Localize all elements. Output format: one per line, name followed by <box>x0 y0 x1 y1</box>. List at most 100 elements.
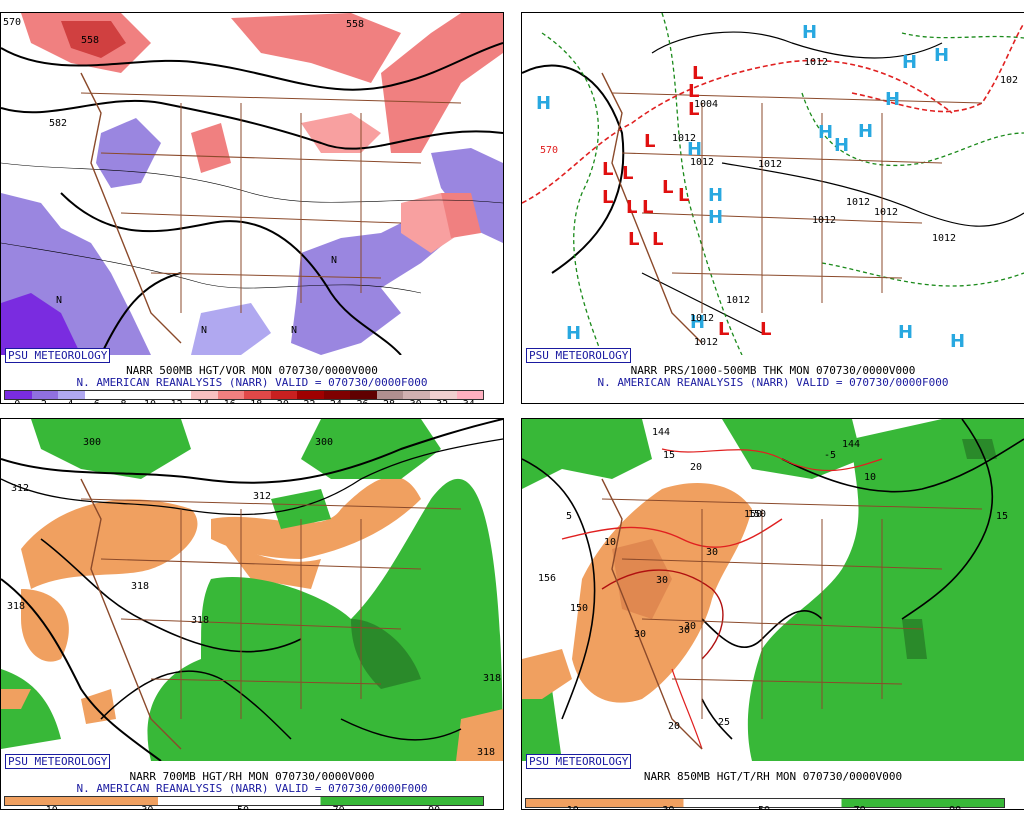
contour-label: 300 <box>83 437 101 448</box>
legend-tick-label: 20 <box>277 399 289 403</box>
panel-surface-pressure: H H H H H H H H H H H H H H H L L L L L … <box>521 12 1024 404</box>
psu-logo: PSU METEOROLOGY <box>526 754 632 769</box>
panel-500mb-vorticity: 570 558 582 558 N N N N PSU METEOROLOGY … <box>0 12 504 404</box>
isobar-label: 1012 <box>726 295 750 306</box>
temp-label: 5 <box>566 511 572 522</box>
legend-tick-label: 50 <box>237 805 249 809</box>
isobar-label: 102 <box>1000 75 1018 86</box>
legend-tick-label: 24 <box>330 399 342 403</box>
contour-label: 15 <box>663 450 675 461</box>
thickness-label: 570 <box>540 145 558 156</box>
contour-label: 150 <box>748 509 766 520</box>
high-pressure-symbol: H <box>708 207 723 228</box>
legend-tick-label: 30 <box>141 805 153 809</box>
isobar-label: 1012 <box>690 157 714 168</box>
low-pressure-symbol: L <box>718 319 729 340</box>
high-pressure-symbol: H <box>834 135 849 156</box>
contour-label: 318 <box>477 747 495 758</box>
contour-label: 318 <box>191 615 209 626</box>
legend-swatch <box>297 391 324 399</box>
low-pressure-symbol: L <box>688 99 699 120</box>
rh-700mb-map: 300 300 312 312 318 318 318 318 318 <box>1 419 503 761</box>
legend-tick-label: 28 <box>383 399 395 403</box>
legend-tick-label: 14 <box>197 399 209 403</box>
high-pressure-symbol: H <box>687 139 702 160</box>
legend-swatch <box>217 391 245 399</box>
color-legend-ticks: 10 30 50 70 90 <box>525 805 1003 809</box>
contour-label: 318 <box>7 601 25 612</box>
high-pressure-symbol: H <box>566 323 581 344</box>
vorticity-map: 570 558 582 558 N N N N <box>1 13 503 355</box>
legend-tick-label: 32 <box>436 399 448 403</box>
legend-tick-label: 16 <box>224 399 236 403</box>
legend-swatch <box>58 391 85 399</box>
isobar-label: 1012 <box>694 337 718 348</box>
low-pressure-symbol: L <box>626 197 637 218</box>
vort-label: N <box>291 325 297 336</box>
legend-tick-label: 90 <box>428 805 440 809</box>
low-pressure-symbol: L <box>628 229 639 250</box>
legend-swatch <box>456 391 484 399</box>
panel-850mb-temp-rh: 144 144 15 20 -5 10 5 15 10 150 30 30 30… <box>521 418 1024 810</box>
high-pressure-symbol: H <box>708 185 723 206</box>
legend-tick-label: 18 <box>250 399 262 403</box>
low-pressure-symbol: L <box>652 229 663 250</box>
psu-logo: PSU METEOROLOGY <box>526 348 632 363</box>
legend-swatch <box>244 391 271 399</box>
legend-tick-label: 22 <box>303 399 315 403</box>
psu-logo: PSU METEOROLOGY <box>5 754 111 769</box>
caption-line-2: N. AMERICAN REANALYSIS (NARR) VALID = 07… <box>76 376 428 389</box>
high-pressure-symbol: H <box>690 312 705 333</box>
legend-swatch <box>164 391 191 399</box>
high-pressure-symbol: H <box>902 52 917 73</box>
temp-label: 20 <box>668 721 680 732</box>
isobar-label: 1012 <box>874 207 898 218</box>
caption-line-2: N. AMERICAN REANALYSIS (NARR) VALID = 07… <box>76 782 428 795</box>
legend-swatch <box>84 391 112 399</box>
high-pressure-symbol: H <box>802 22 817 43</box>
temp-label: 25 <box>718 717 730 728</box>
high-pressure-symbol: H <box>934 45 949 66</box>
temp-label: 20 <box>690 462 702 473</box>
legend-tick-label: 8 <box>120 399 126 403</box>
high-pressure-symbol: H <box>885 89 900 110</box>
high-pressure-symbol: H <box>536 93 551 114</box>
legend-swatch <box>430 391 457 399</box>
legend-tick-label: 10 <box>46 805 58 809</box>
isobar-label: 1012 <box>812 215 836 226</box>
legend-tick-label: 0 <box>14 399 20 403</box>
caption-line-1: NARR 500MB HGT/VOR MON 070730/0000V000 <box>126 364 378 377</box>
isobar-label: 1012 <box>758 159 782 170</box>
low-pressure-symbol: L <box>642 197 653 218</box>
isobar-label: 1004 <box>694 99 718 110</box>
legend-swatch <box>137 391 165 399</box>
vort-label: N <box>201 325 207 336</box>
temp-label: 30 <box>706 547 718 558</box>
vort-label: N <box>331 255 337 266</box>
legend-tick-label: 30 <box>410 399 422 403</box>
legend-tick-label: 4 <box>67 399 73 403</box>
isobar-label: 1012 <box>846 197 870 208</box>
contour-label: 582 <box>49 118 67 129</box>
contour-label: 150 <box>744 509 762 520</box>
contour-label: 144 <box>652 427 670 438</box>
low-pressure-symbol: L <box>692 63 703 84</box>
legend-swatch <box>376 391 404 399</box>
low-pressure-symbol: L <box>662 177 673 198</box>
legend-swatch <box>190 391 218 399</box>
legend-tick-label: 50 <box>758 805 770 809</box>
legend-swatch <box>270 391 298 399</box>
contour-label: 318 <box>483 673 501 684</box>
temp-label: -5 <box>824 450 836 461</box>
temp-label: 30 <box>684 621 696 632</box>
color-legend-ticks: 0246810121416182022242628303234 <box>4 399 482 403</box>
isobar-label: 1012 <box>804 57 828 68</box>
high-pressure-symbol: H <box>858 121 873 142</box>
legend-tick-label: 10 <box>144 399 156 403</box>
low-pressure-symbol: L <box>688 81 699 102</box>
low-pressure-symbol: L <box>602 187 613 208</box>
legend-tick-label: 26 <box>356 399 368 403</box>
caption-line-1: NARR PRS/1000-500MB THK MON 070730/0000V… <box>630 364 916 377</box>
legend-tick-label: 12 <box>171 399 183 403</box>
contour-label: 558 <box>346 19 364 30</box>
